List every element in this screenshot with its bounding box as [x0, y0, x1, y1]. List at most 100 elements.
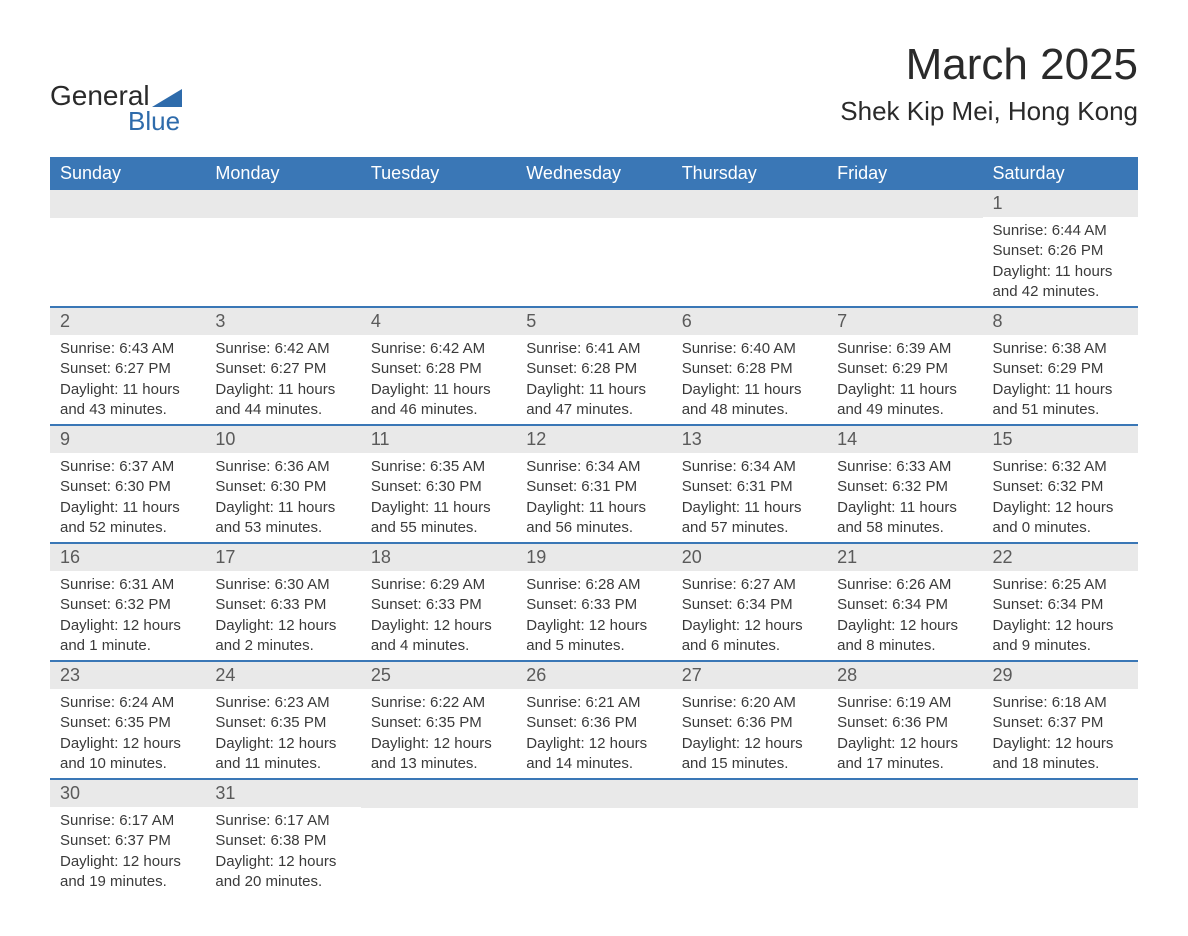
sunset-text: Sunset: 6:33 PM [215, 595, 350, 615]
day-number: 23 [50, 662, 205, 689]
week-row: 1Sunrise: 6:44 AMSunset: 6:26 PMDaylight… [50, 190, 1138, 308]
daylight-text-2: and 13 minutes. [371, 754, 506, 774]
sunset-text: Sunset: 6:32 PM [60, 595, 195, 615]
day-cell [827, 190, 982, 306]
daylight-text-2: and 46 minutes. [371, 400, 506, 420]
sunset-text: Sunset: 6:34 PM [682, 595, 817, 615]
sunset-text: Sunset: 6:31 PM [526, 477, 661, 497]
daylight-text-1: Daylight: 12 hours [60, 852, 195, 872]
sunset-text: Sunset: 6:28 PM [371, 359, 506, 379]
daylight-text-2: and 47 minutes. [526, 400, 661, 420]
sunrise-text: Sunrise: 6:25 AM [993, 575, 1128, 595]
day-info: Sunrise: 6:17 AMSunset: 6:38 PMDaylight:… [205, 807, 360, 896]
day-cell: 11Sunrise: 6:35 AMSunset: 6:30 PMDayligh… [361, 426, 516, 542]
sunset-text: Sunset: 6:33 PM [526, 595, 661, 615]
daylight-text-1: Daylight: 12 hours [215, 616, 350, 636]
day-cell: 10Sunrise: 6:36 AMSunset: 6:30 PMDayligh… [205, 426, 360, 542]
day-number: 26 [516, 662, 671, 689]
day-number [361, 780, 516, 808]
day-cell: 22Sunrise: 6:25 AMSunset: 6:34 PMDayligh… [983, 544, 1138, 660]
sunrise-text: Sunrise: 6:34 AM [682, 457, 817, 477]
day-number: 31 [205, 780, 360, 807]
sunrise-text: Sunrise: 6:42 AM [215, 339, 350, 359]
sunrise-text: Sunrise: 6:17 AM [60, 811, 195, 831]
sunset-text: Sunset: 6:28 PM [526, 359, 661, 379]
day-info: Sunrise: 6:30 AMSunset: 6:33 PMDaylight:… [205, 571, 360, 660]
daylight-text-2: and 51 minutes. [993, 400, 1128, 420]
sunrise-text: Sunrise: 6:35 AM [371, 457, 506, 477]
daylight-text-1: Daylight: 12 hours [60, 616, 195, 636]
day-cell: 9Sunrise: 6:37 AMSunset: 6:30 PMDaylight… [50, 426, 205, 542]
sunrise-text: Sunrise: 6:38 AM [993, 339, 1128, 359]
day-number: 14 [827, 426, 982, 453]
daylight-text-1: Daylight: 12 hours [60, 734, 195, 754]
sunrise-text: Sunrise: 6:31 AM [60, 575, 195, 595]
day-number [516, 780, 671, 808]
day-cell [827, 780, 982, 896]
day-number: 25 [361, 662, 516, 689]
day-cell: 8Sunrise: 6:38 AMSunset: 6:29 PMDaylight… [983, 308, 1138, 424]
day-info: Sunrise: 6:42 AMSunset: 6:27 PMDaylight:… [205, 335, 360, 424]
daylight-text-2: and 19 minutes. [60, 872, 195, 892]
day-cell: 15Sunrise: 6:32 AMSunset: 6:32 PMDayligh… [983, 426, 1138, 542]
week-row: 23Sunrise: 6:24 AMSunset: 6:35 PMDayligh… [50, 662, 1138, 780]
daylight-text-1: Daylight: 11 hours [837, 498, 972, 518]
day-cell: 7Sunrise: 6:39 AMSunset: 6:29 PMDaylight… [827, 308, 982, 424]
day-info: Sunrise: 6:28 AMSunset: 6:33 PMDaylight:… [516, 571, 671, 660]
day-cell: 18Sunrise: 6:29 AMSunset: 6:33 PMDayligh… [361, 544, 516, 660]
day-number: 17 [205, 544, 360, 571]
day-number [516, 190, 671, 218]
day-info: Sunrise: 6:44 AMSunset: 6:26 PMDaylight:… [983, 217, 1138, 306]
weekday-wednesday: Wednesday [516, 157, 671, 190]
day-info: Sunrise: 6:36 AMSunset: 6:30 PMDaylight:… [205, 453, 360, 542]
day-info: Sunrise: 6:38 AMSunset: 6:29 PMDaylight:… [983, 335, 1138, 424]
sunset-text: Sunset: 6:30 PM [60, 477, 195, 497]
day-number [361, 190, 516, 218]
day-cell: 21Sunrise: 6:26 AMSunset: 6:34 PMDayligh… [827, 544, 982, 660]
daylight-text-1: Daylight: 11 hours [682, 498, 817, 518]
day-number: 1 [983, 190, 1138, 217]
day-info: Sunrise: 6:27 AMSunset: 6:34 PMDaylight:… [672, 571, 827, 660]
day-cell: 2Sunrise: 6:43 AMSunset: 6:27 PMDaylight… [50, 308, 205, 424]
day-cell [205, 190, 360, 306]
day-cell: 14Sunrise: 6:33 AMSunset: 6:32 PMDayligh… [827, 426, 982, 542]
day-info: Sunrise: 6:33 AMSunset: 6:32 PMDaylight:… [827, 453, 982, 542]
daylight-text-1: Daylight: 11 hours [993, 262, 1128, 282]
daylight-text-1: Daylight: 11 hours [60, 380, 195, 400]
daylight-text-2: and 10 minutes. [60, 754, 195, 774]
sunrise-text: Sunrise: 6:32 AM [993, 457, 1128, 477]
day-info: Sunrise: 6:20 AMSunset: 6:36 PMDaylight:… [672, 689, 827, 778]
week-row: 9Sunrise: 6:37 AMSunset: 6:30 PMDaylight… [50, 426, 1138, 544]
day-info: Sunrise: 6:25 AMSunset: 6:34 PMDaylight:… [983, 571, 1138, 660]
sunset-text: Sunset: 6:37 PM [60, 831, 195, 851]
daylight-text-1: Daylight: 12 hours [993, 616, 1128, 636]
day-number: 10 [205, 426, 360, 453]
daylight-text-1: Daylight: 12 hours [682, 734, 817, 754]
logo-text-blue: Blue [128, 106, 182, 137]
day-cell: 27Sunrise: 6:20 AMSunset: 6:36 PMDayligh… [672, 662, 827, 778]
day-number: 22 [983, 544, 1138, 571]
day-number [983, 780, 1138, 808]
sunset-text: Sunset: 6:34 PM [993, 595, 1128, 615]
daylight-text-1: Daylight: 12 hours [993, 734, 1128, 754]
day-cell: 23Sunrise: 6:24 AMSunset: 6:35 PMDayligh… [50, 662, 205, 778]
sunrise-text: Sunrise: 6:36 AM [215, 457, 350, 477]
sunrise-text: Sunrise: 6:28 AM [526, 575, 661, 595]
sunrise-text: Sunrise: 6:24 AM [60, 693, 195, 713]
day-number: 11 [361, 426, 516, 453]
daylight-text-1: Daylight: 12 hours [526, 616, 661, 636]
day-cell [361, 780, 516, 896]
weekday-tuesday: Tuesday [361, 157, 516, 190]
weekday-saturday: Saturday [983, 157, 1138, 190]
day-number: 16 [50, 544, 205, 571]
sunrise-text: Sunrise: 6:33 AM [837, 457, 972, 477]
day-cell [983, 780, 1138, 896]
day-cell: 24Sunrise: 6:23 AMSunset: 6:35 PMDayligh… [205, 662, 360, 778]
sunrise-text: Sunrise: 6:41 AM [526, 339, 661, 359]
day-info: Sunrise: 6:43 AMSunset: 6:27 PMDaylight:… [50, 335, 205, 424]
calendar: Sunday Monday Tuesday Wednesday Thursday… [50, 157, 1138, 896]
day-info: Sunrise: 6:24 AMSunset: 6:35 PMDaylight:… [50, 689, 205, 778]
sunrise-text: Sunrise: 6:26 AM [837, 575, 972, 595]
daylight-text-1: Daylight: 12 hours [526, 734, 661, 754]
logo: General Blue [50, 80, 182, 137]
